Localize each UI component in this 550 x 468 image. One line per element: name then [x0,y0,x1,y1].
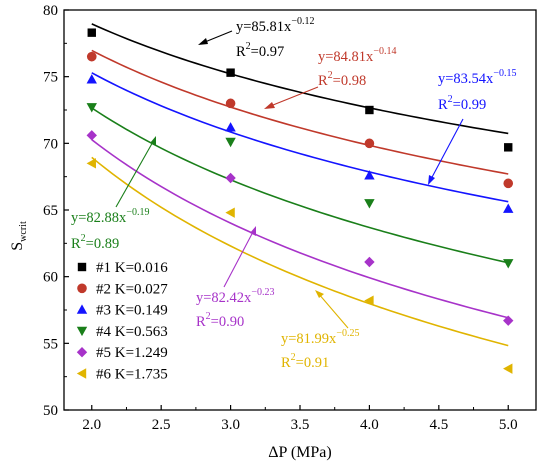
legend: #1 K=0.016 #2 K=0.027 #3 K=0.149 #4 K=0.563… [76,260,168,383]
x-tick-label: 3.5 [291,417,310,433]
data-point-series-3 [86,74,97,84]
data-point-series-6 [86,158,96,169]
arrow-4 [115,139,155,208]
legend-marker-5 [76,347,88,358]
legend-label-5: #5 K=1.249 [96,345,168,361]
y-tick-label: 50 [43,403,58,419]
legend-label-4: #4 K=0.563 [96,324,168,340]
legend-label-6: #6 K=1.735 [96,367,168,383]
arrow-2-head [264,102,275,109]
annotation-eq-4: y=82.88x−0.19 [71,207,149,226]
fit-curves [91,23,509,347]
data-point-series-2 [86,51,97,62]
y-axis-label-sub: wcrit [18,221,29,242]
legend-marker-6 [76,368,87,379]
annotation-eq-3: y=83.54x−0.15 [438,68,516,87]
data-point-series-3 [364,170,375,180]
data-point-series-2 [503,178,514,189]
data-point-series-4 [364,199,375,209]
annotation-r2-5: R2=0.90 [196,311,244,330]
legend-marker-2 [77,283,87,294]
y-tick-label: 65 [43,203,58,219]
data-point-series-5 [364,256,375,268]
data-point-series-5 [225,172,236,184]
y-tick-label: 55 [43,336,58,352]
data-point-series-1 [87,28,96,37]
legend-label-1: #1 K=0.016 [96,260,168,276]
arrow-1-head [198,38,208,45]
x-tick-label: 4.0 [360,417,379,433]
y-axis-label-main: S [9,242,26,251]
arrow-3 [429,118,464,182]
data-point-series-4 [225,137,236,148]
data-point-series-6 [503,363,513,374]
annotation-r2-4: R2=0.89 [71,233,119,252]
data-point-series-4 [86,103,97,113]
legend-marker-1 [77,262,87,272]
data-point-series-5 [503,315,514,326]
annotation-eq-1: y=85.81x−0.12 [236,16,314,35]
arrow-4-head [150,136,156,146]
arrow-2 [267,86,319,108]
annotation-eq-5: y=82.42x−0.23 [196,287,274,306]
x-tick-label: 2.5 [152,417,171,433]
data-point-series-1 [226,68,235,77]
annotation-r2-2: R2=0.98 [318,70,366,89]
arrow-5-head [250,226,256,236]
arrow-3-head [428,175,435,185]
data-point-series-5 [86,130,97,141]
fit-curve-series-4 [91,107,509,264]
x-tick-label: 3.0 [221,417,240,433]
fit-curve-series-3 [91,72,509,203]
legend-marker-3 [76,304,88,314]
x-tick-label: 4.5 [429,417,448,433]
arrow-6 [317,292,349,329]
legend-marker-4 [76,326,88,337]
y-tick-label: 60 [43,270,58,286]
data-point-series-3 [503,203,514,213]
data-point-series-2 [364,138,375,149]
data-point-series-2 [225,98,236,109]
annotation-r2-6: R2=0.91 [281,352,329,371]
axis-ticks: 2.0 2.5 3.0 3.5 4.0 4.5 5.0 50 55 60 65 70 75 80 [43,3,518,433]
data-point-series-6 [364,295,374,306]
annotation-r2-3: R2=0.99 [438,94,486,113]
x-axis-label: ΔP (MPa) [268,444,331,461]
arrow-5 [223,229,255,288]
x-tick-label: 5.0 [499,417,518,433]
data-point-series-3 [225,122,236,132]
fit-curve-series-5 [91,139,509,319]
y-axis-label: Swcrit [9,221,29,251]
y-tick-label: 75 [43,70,58,86]
legend-label-2: #2 K=0.027 [96,281,168,297]
annotation-arrows [115,30,464,329]
y-tick-label: 70 [43,136,58,152]
annotation-r2-1: R2=0.97 [236,41,284,60]
fit-curve-series-1 [91,23,509,135]
data-point-series-1 [365,105,374,115]
data-points [86,28,514,374]
data-point-series-1 [504,143,513,152]
y-tick-label: 80 [43,3,58,19]
annotation-eq-6: y=81.99x−0.25 [281,328,359,347]
fit-curve-series-2 [91,49,509,175]
data-point-series-4 [503,259,514,269]
fit-curve-series-6 [91,156,509,347]
annotation-eq-2: y=84.81x−0.14 [318,46,396,65]
legend-label-3: #3 K=0.149 [96,303,168,319]
data-point-series-6 [225,207,235,218]
arrow-6-head [315,290,324,298]
x-tick-label: 2.0 [82,417,101,433]
